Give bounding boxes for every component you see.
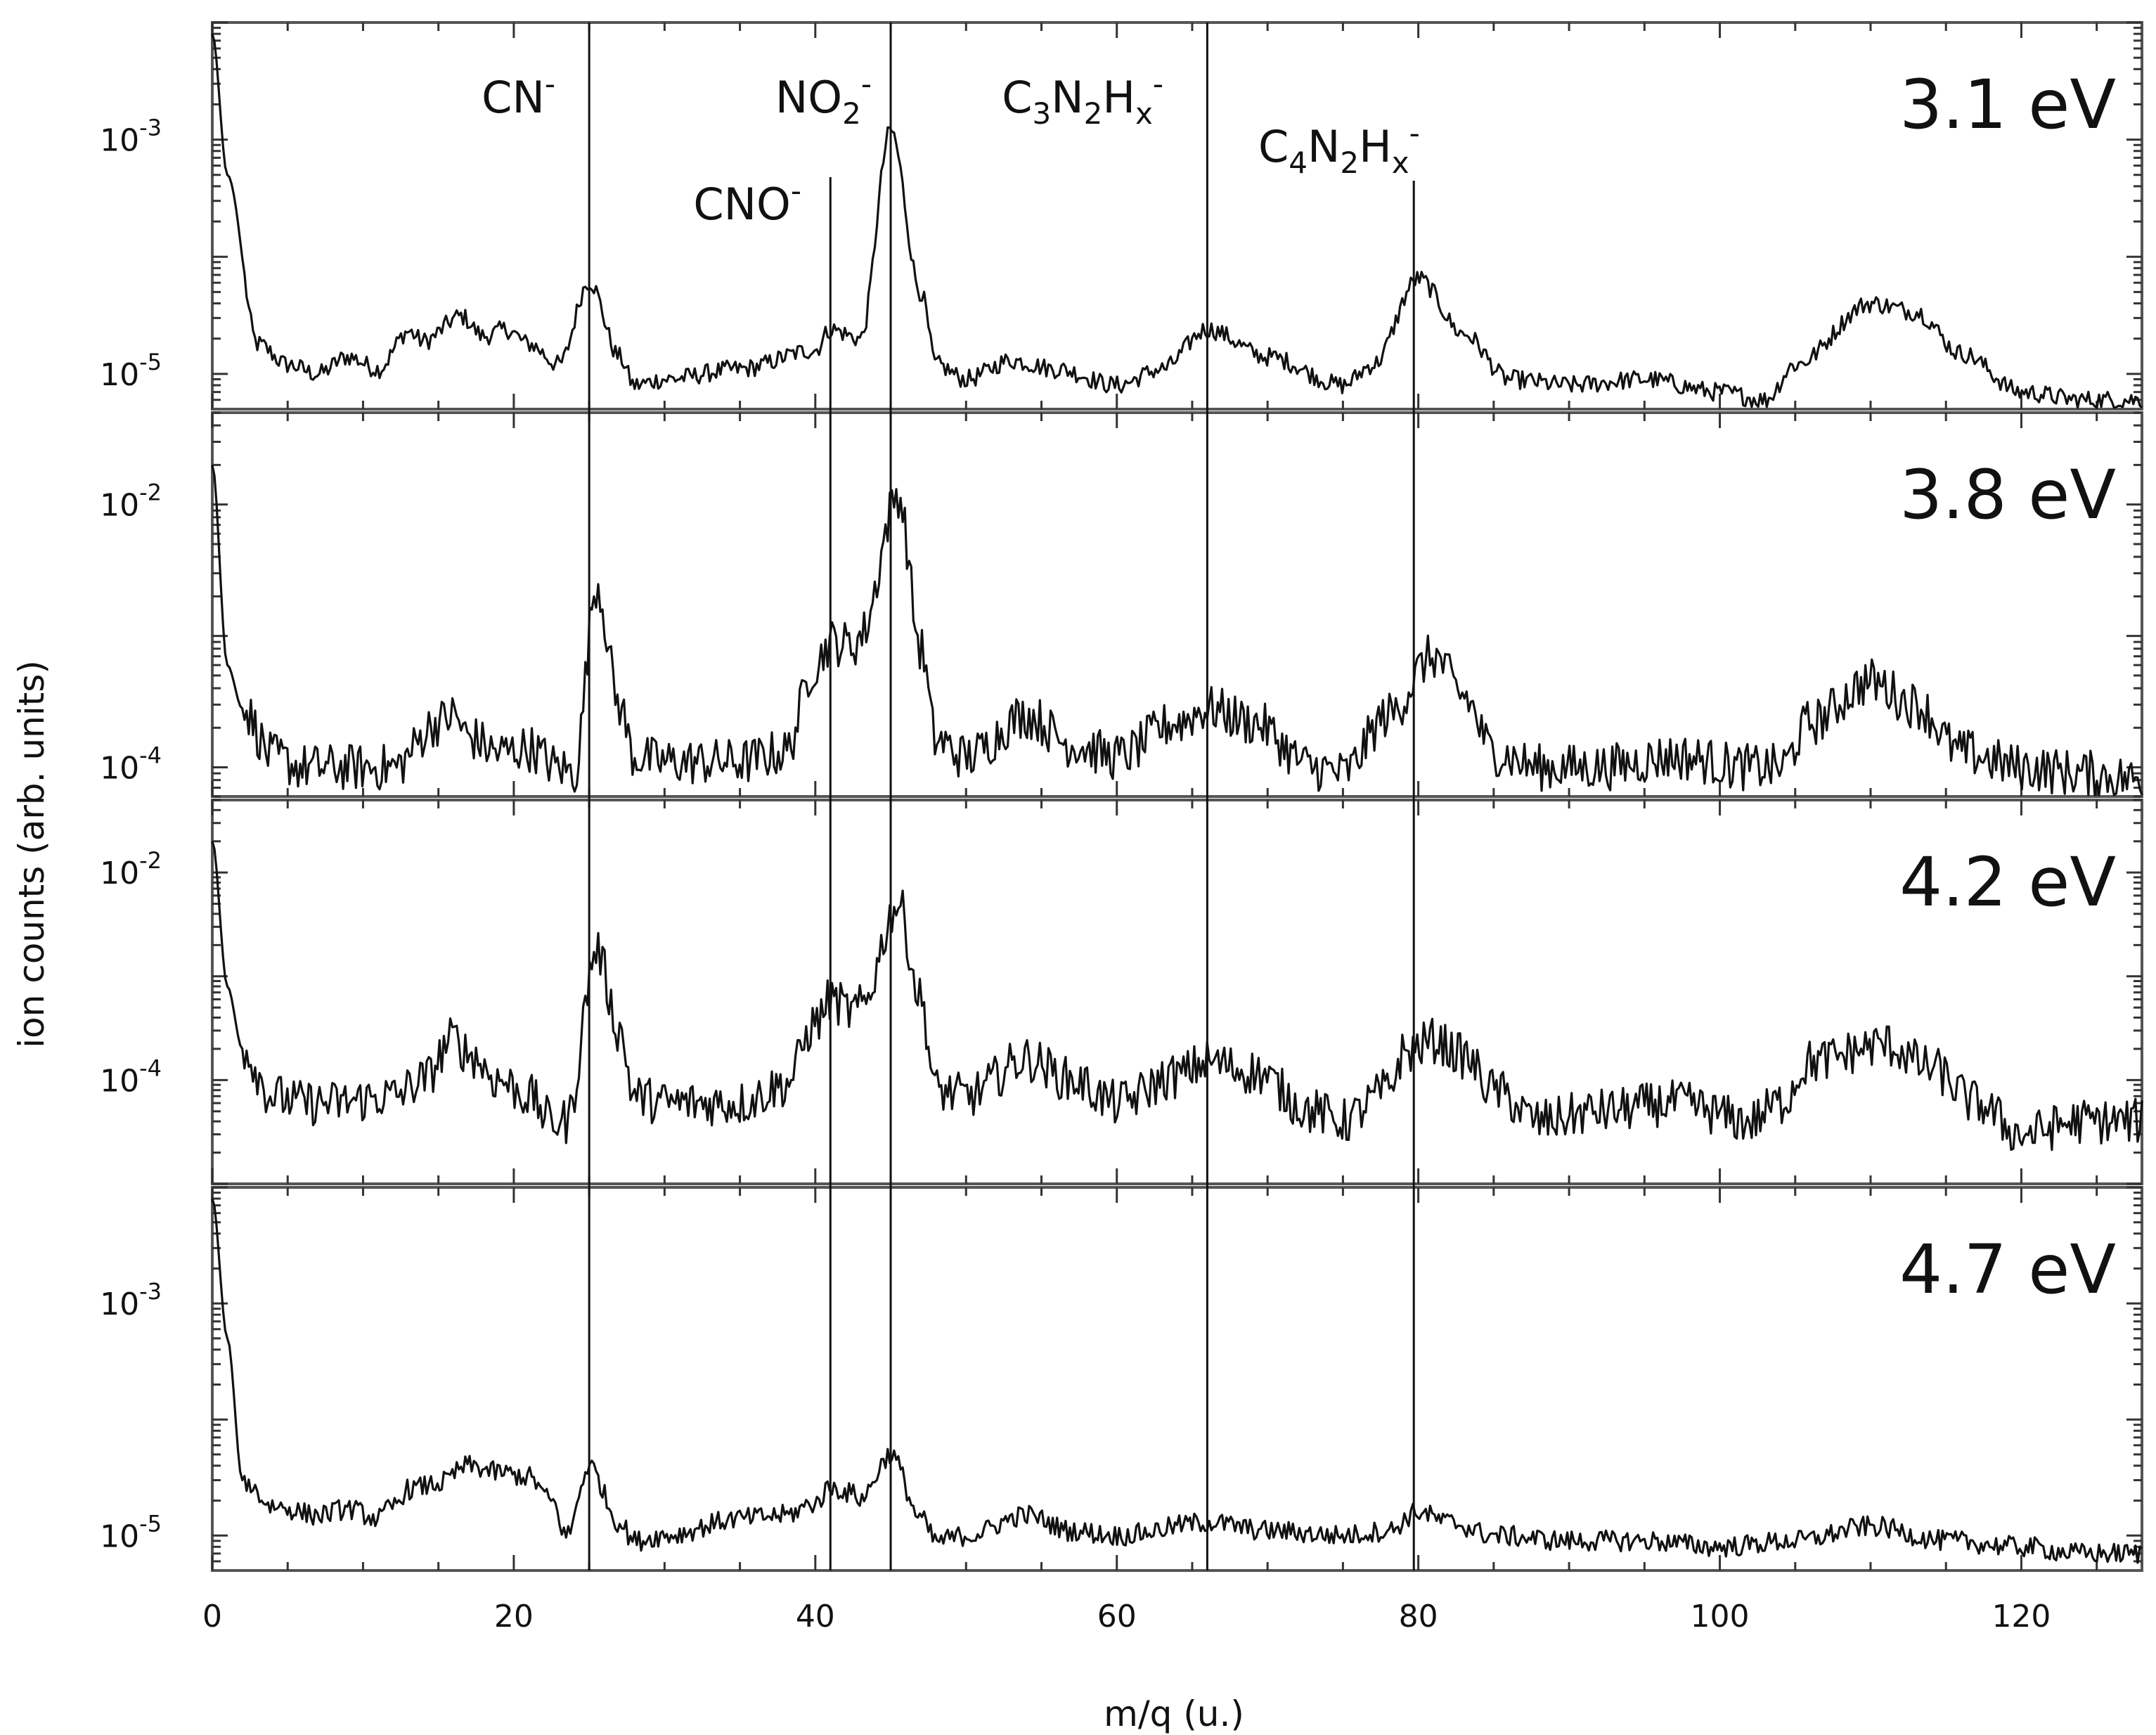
species-label-cno: CNO- <box>693 174 801 230</box>
species-label-c3n2hx: C3N2Hx- <box>1002 67 1163 131</box>
panel-frame <box>211 799 2143 1185</box>
panel-4: 10-3 10-5 4.7 eV <box>100 1186 2143 1572</box>
spectrum-trace <box>211 33 2143 409</box>
x-tick-label: 0 <box>202 1599 222 1634</box>
energy-label: 4.2 eV <box>1899 843 2116 922</box>
y-axis-label: ion counts (arb. units) <box>11 660 52 1048</box>
spectrum-trace <box>211 465 2143 796</box>
species-label-cn: CN- <box>482 67 555 123</box>
x-tick-label: 60 <box>1097 1599 1137 1634</box>
y-tick-label: 10-5 <box>100 349 162 393</box>
y-tick-label: 10-3 <box>100 1278 162 1322</box>
x-axis-label: m/q (u.) <box>1104 1694 1244 1734</box>
y-tick-label: 10-5 <box>100 1510 162 1554</box>
panel-3: 10-2 10-4 4.2 eV <box>100 799 2143 1185</box>
energy-label: 3.8 eV <box>1899 456 2116 534</box>
species-label-c4n2hx: C4N2Hx- <box>1258 116 1420 180</box>
x-tick-label: 40 <box>796 1599 835 1634</box>
x-tick-label: 100 <box>1691 1599 1750 1634</box>
panel-1: 10-3 10-5 3.1 eV <box>100 21 2143 411</box>
species-label-no2: NO2- <box>775 67 872 131</box>
energy-label: 3.1 eV <box>1899 65 2116 144</box>
y-tick-label: 10-2 <box>100 847 162 891</box>
spectrum-trace <box>211 841 2143 1152</box>
y-tick-label: 10-4 <box>100 742 162 787</box>
x-tick-label: 120 <box>1992 1599 2051 1634</box>
species-marker-lines <box>588 22 1415 1570</box>
y-tick-label: 10-3 <box>100 115 162 159</box>
x-axis: 0 20 40 60 80 100 120 <box>202 1599 2051 1634</box>
panel-frame <box>211 411 2143 798</box>
x-tick-label: 80 <box>1399 1599 1438 1634</box>
energy-label: 4.7 eV <box>1899 1230 2116 1309</box>
y-tick-label: 10-2 <box>100 479 162 524</box>
panel-frame <box>211 1186 2143 1572</box>
spectrum-trace <box>211 1198 2143 1564</box>
species-labels: CN- CNO- NO2- C3N2Hx- C4N2Hx- <box>482 67 1420 230</box>
y-tick-label: 10-4 <box>100 1054 162 1099</box>
x-tick-label: 20 <box>494 1599 534 1634</box>
panel-2: 10-2 10-4 3.8 eV <box>100 411 2143 798</box>
panel-frame <box>211 21 2143 411</box>
spectra-panels: 10-3 10-5 3.1 eV 10-2 10-4 3.8 eV 10-2 10-4 4.2 … <box>100 21 2143 1572</box>
